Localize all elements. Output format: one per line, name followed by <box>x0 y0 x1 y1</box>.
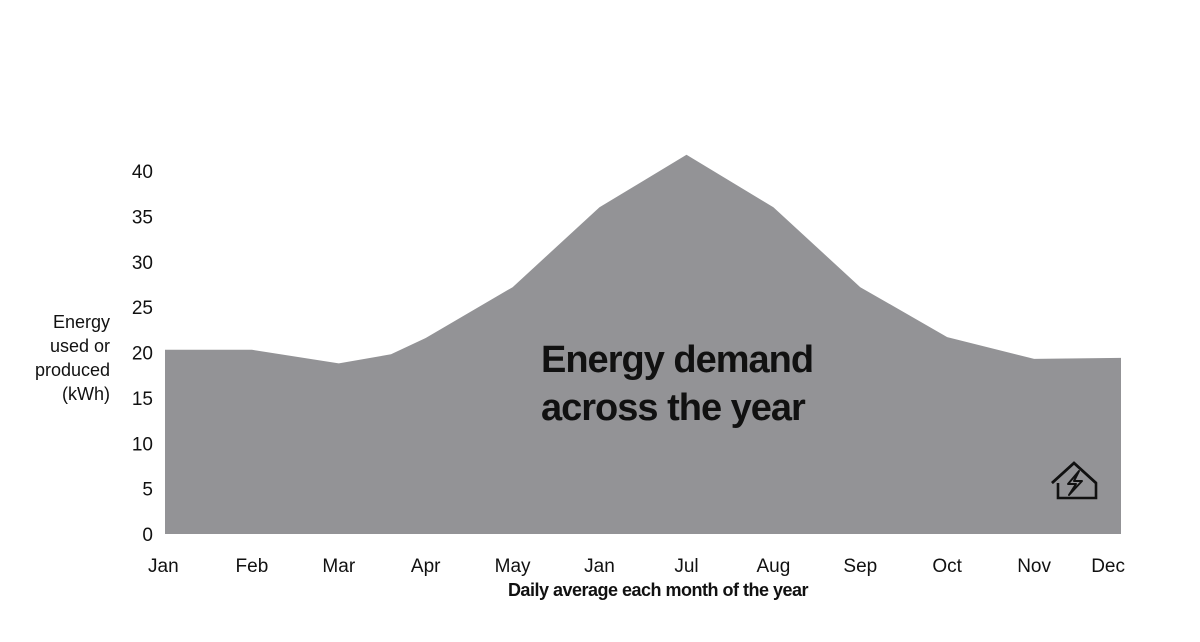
x-axis-label: Daily average each month of the year <box>507 580 809 600</box>
y-tick-label: 20 <box>132 344 153 365</box>
chart-title: Energy demand across the year <box>541 336 871 432</box>
x-tick-label: Jul <box>674 556 698 577</box>
x-tick-label: Feb <box>236 556 269 577</box>
x-tick-label: Jan <box>584 556 615 577</box>
x-tick-label: Dec <box>1091 556 1125 577</box>
x-tick-label: Nov <box>1017 556 1051 577</box>
y-tick-label: 30 <box>132 253 153 274</box>
y-tick-label: 35 <box>132 207 153 228</box>
chart-title-line: Energy demand <box>541 339 814 381</box>
y-axis-label-line: Energy <box>52 312 110 332</box>
x-tick-label: Oct <box>932 556 962 577</box>
y-tick-label: 10 <box>132 434 153 455</box>
y-axis-ticks: 0 5 10 15 20 25 30 35 40 <box>132 162 153 546</box>
y-tick-label: 15 <box>132 389 153 410</box>
y-axis-label-line: produced <box>34 360 110 380</box>
x-tick-label: Mar <box>322 556 355 577</box>
y-tick-label: 25 <box>132 298 153 319</box>
area-layer <box>165 154 1121 534</box>
y-axis-label-line: used or <box>49 336 110 356</box>
y-axis-label-line: (kWh) <box>62 384 110 404</box>
energy-area <box>165 154 1121 534</box>
house-lightning-icon <box>1051 461 1098 500</box>
x-tick-label: Apr <box>411 556 441 577</box>
y-axis-label: Energy used or produced (kWh) <box>10 310 110 406</box>
y-tick-label: 40 <box>132 162 153 183</box>
x-tick-label: May <box>495 556 531 577</box>
chart-title-line: across the year <box>541 387 806 429</box>
x-tick-label: Aug <box>756 556 790 577</box>
y-tick-label: 0 <box>142 525 153 546</box>
x-tick-label: Sep <box>843 556 877 577</box>
x-tick-label: Jan <box>148 556 179 577</box>
y-tick-label: 5 <box>142 480 153 501</box>
x-axis-ticks: Jan Feb Mar Apr May Jan Jul Aug Sep Oct Nov Dec <box>148 556 1125 577</box>
